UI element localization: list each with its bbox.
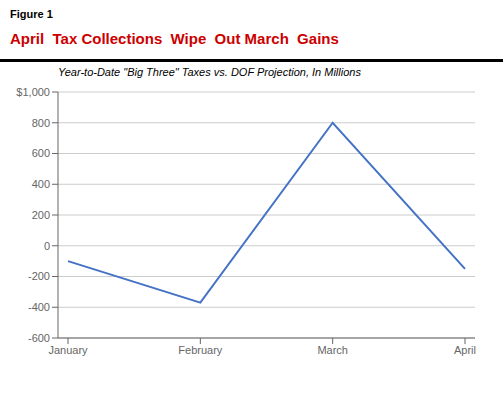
svg-text:$1,000: $1,000 bbox=[16, 86, 50, 98]
svg-text:January: January bbox=[48, 344, 88, 356]
html-text:Year-to-Date "Big Three" Taxes: Year-to-Date "Big Three" Taxes vs. DOF P… bbox=[58, 66, 361, 78]
svg-text:800: 800 bbox=[32, 117, 50, 129]
svg-text:-600: -600 bbox=[28, 332, 50, 344]
svg-text:0: 0 bbox=[44, 240, 50, 252]
svg-text:-200: -200 bbox=[28, 270, 50, 282]
html-text:April Tax Collections Wipe Out: April Tax Collections Wipe Out March Gai… bbox=[10, 30, 339, 47]
svg-text:600: 600 bbox=[32, 147, 50, 159]
svg-text:February: February bbox=[178, 344, 223, 356]
svg-text:March: March bbox=[317, 344, 348, 356]
svg-text:200: 200 bbox=[32, 209, 50, 221]
html-text:Figure 1: Figure 1 bbox=[10, 8, 53, 20]
svg-text:April: April bbox=[454, 344, 476, 356]
svg-text:400: 400 bbox=[32, 178, 50, 190]
svg-text:-400: -400 bbox=[28, 301, 50, 313]
